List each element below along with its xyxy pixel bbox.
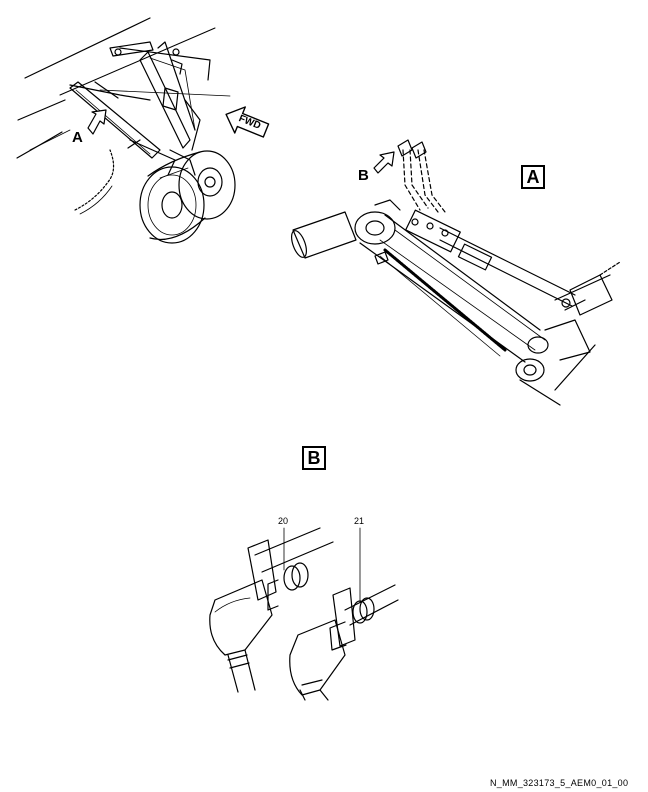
document-reference: N_MM_323173_5_AEM0_01_00 — [490, 778, 629, 788]
item-21-label: 21 — [354, 516, 365, 526]
view-a-arrow — [87, 109, 107, 135]
view-b-arrow — [373, 151, 395, 174]
view-a-label: A — [521, 165, 545, 189]
view-b-detail — [209, 527, 399, 701]
view-a-callout: A — [72, 129, 83, 146]
view-b-callout: B — [358, 167, 369, 184]
fwd-arrow — [225, 106, 270, 138]
view-a-detail — [291, 139, 621, 406]
item-20-label: 20 — [278, 516, 289, 526]
overview-main-landing-gear — [16, 17, 270, 244]
view-b-label: B — [302, 446, 326, 470]
